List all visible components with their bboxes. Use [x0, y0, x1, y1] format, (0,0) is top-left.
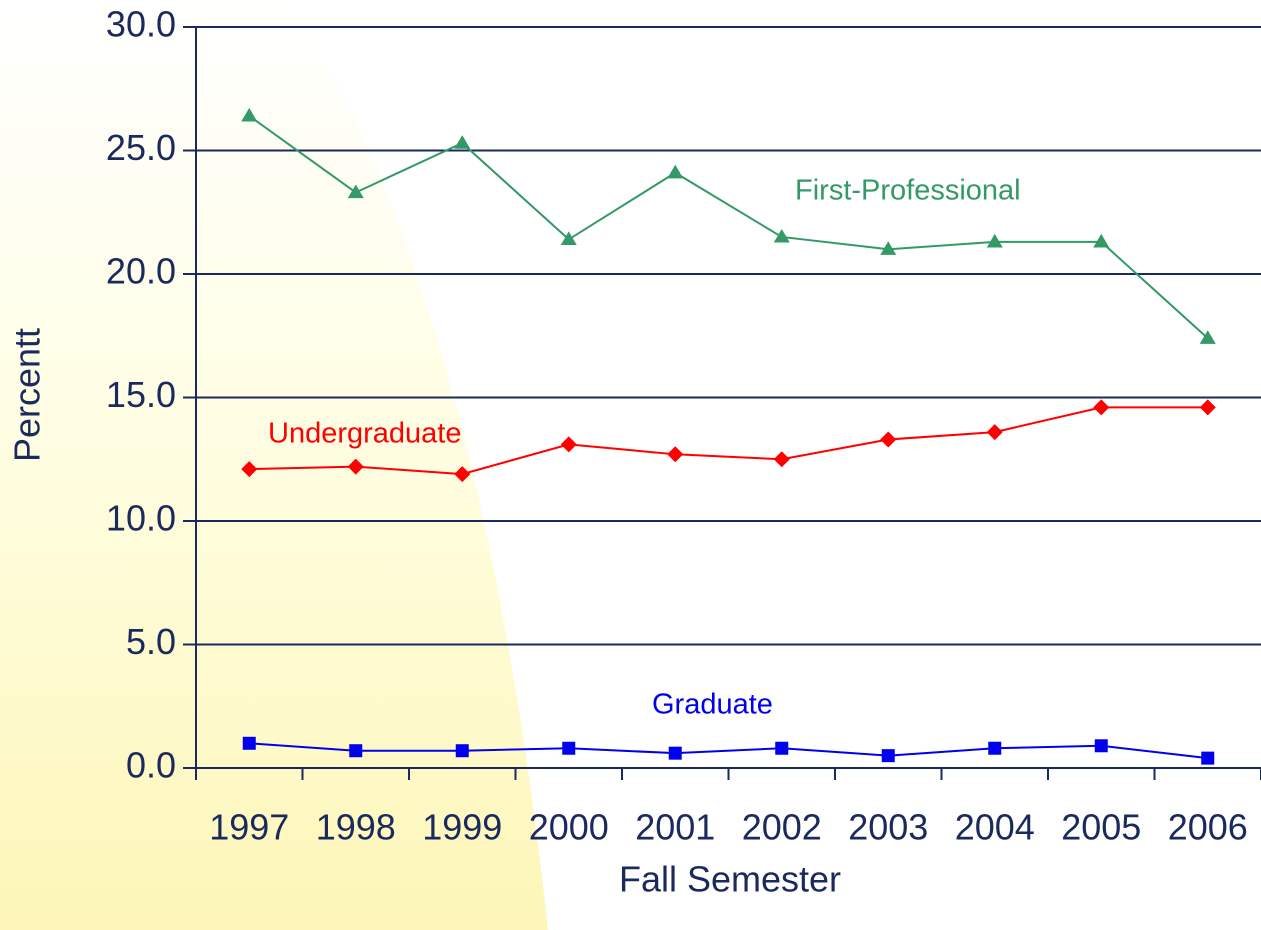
x-tick-label: 2001 — [635, 807, 715, 848]
marker — [560, 231, 577, 246]
y-tick-label: 0.0 — [126, 745, 176, 786]
series-line — [249, 742, 1208, 760]
marker — [347, 458, 364, 475]
marker — [667, 446, 684, 463]
marker — [986, 424, 1003, 441]
marker — [241, 461, 258, 478]
marker — [881, 749, 895, 763]
marker — [1093, 399, 1110, 416]
x-tick-label: 2002 — [742, 807, 822, 848]
marker — [773, 451, 790, 468]
marker — [347, 184, 364, 199]
y-tick-label: 10.0 — [106, 498, 176, 539]
x-tick-label: 2000 — [529, 807, 609, 848]
marker — [986, 233, 1003, 248]
marker — [455, 744, 469, 758]
marker — [668, 746, 682, 760]
marker — [242, 736, 256, 750]
marker — [1199, 399, 1216, 416]
marker — [241, 107, 258, 122]
marker — [1093, 233, 1110, 248]
marker — [560, 436, 577, 453]
marker — [1201, 751, 1215, 765]
series-line — [249, 406, 1208, 476]
series-label: Undergraduate — [268, 418, 461, 450]
series-label: First-Professional — [795, 175, 1021, 207]
marker — [988, 741, 1002, 755]
x-tick-label: 2003 — [848, 807, 928, 848]
background-shape — [0, 0, 548, 930]
x-tick-label: 1998 — [316, 807, 396, 848]
x-tick-label: 1997 — [209, 807, 289, 848]
series-label: Graduate — [652, 689, 773, 721]
marker — [1199, 330, 1216, 344]
marker — [773, 228, 790, 243]
x-tick-label: 2005 — [1061, 807, 1141, 848]
marker — [775, 741, 789, 755]
marker — [562, 741, 576, 755]
marker — [880, 241, 897, 255]
y-tick-label: 20.0 — [106, 251, 176, 292]
x-axis-label: Fall Semester — [619, 859, 841, 900]
x-tick-label: 2006 — [1168, 807, 1248, 848]
marker — [1094, 739, 1108, 753]
marker — [667, 164, 684, 179]
marker — [880, 431, 897, 448]
y-axis-label: Percentt — [7, 328, 48, 462]
y-tick-label: 30.0 — [106, 4, 176, 45]
x-tick-label: 1999 — [422, 807, 502, 848]
marker — [454, 135, 471, 149]
marker — [349, 744, 363, 758]
y-tick-label: 25.0 — [106, 127, 176, 168]
marker — [454, 466, 471, 483]
series-line — [248, 115, 1209, 339]
y-tick-label: 5.0 — [126, 621, 176, 662]
y-tick-label: 15.0 — [106, 374, 176, 415]
x-tick-label: 2004 — [955, 807, 1035, 848]
